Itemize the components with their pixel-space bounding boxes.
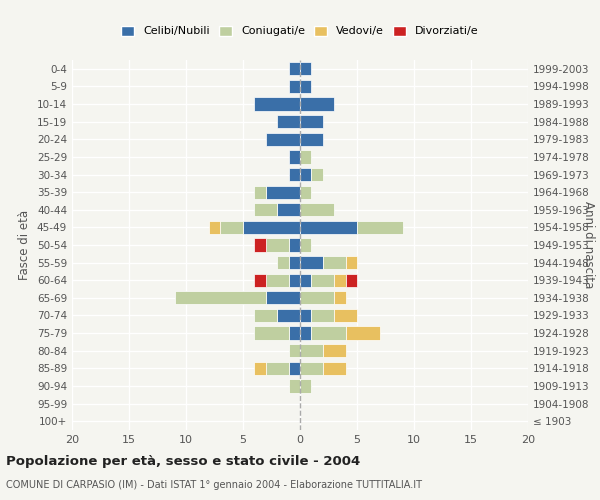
Bar [243, 221, 300, 234]
Bar [266, 186, 300, 198]
Text: Popolazione per età, sesso e stato civile - 2004: Popolazione per età, sesso e stato civil… [6, 455, 360, 468]
Bar [266, 238, 289, 252]
Bar [254, 274, 266, 287]
Bar [277, 203, 300, 216]
Bar [300, 98, 334, 110]
Bar [254, 238, 266, 252]
Y-axis label: Fasce di età: Fasce di età [19, 210, 31, 280]
Y-axis label: Anni di nascita: Anni di nascita [582, 202, 595, 288]
Bar [300, 150, 311, 164]
Bar [300, 380, 311, 392]
Bar [346, 256, 357, 269]
Bar [266, 274, 289, 287]
Bar [311, 326, 346, 340]
Bar [311, 309, 334, 322]
Bar [300, 132, 323, 146]
Bar [311, 168, 323, 181]
Bar [334, 291, 346, 304]
Bar [254, 203, 277, 216]
Bar [254, 326, 289, 340]
Bar [334, 309, 357, 322]
Bar [277, 115, 300, 128]
Bar [289, 326, 300, 340]
Bar [289, 168, 300, 181]
Bar [323, 362, 346, 375]
Bar [289, 80, 300, 93]
Text: COMUNE DI CARPASIO (IM) - Dati ISTAT 1° gennaio 2004 - Elaborazione TUTTITALIA.I: COMUNE DI CARPASIO (IM) - Dati ISTAT 1° … [6, 480, 422, 490]
Bar [266, 132, 300, 146]
Bar [300, 62, 311, 76]
Bar [254, 309, 277, 322]
Bar [300, 274, 311, 287]
Bar [300, 203, 334, 216]
Bar [300, 238, 311, 252]
Bar [346, 274, 357, 287]
Bar [289, 62, 300, 76]
Bar [300, 309, 311, 322]
Bar [300, 256, 323, 269]
Legend: Celibi/Nubili, Coniugati/e, Vedovi/e, Divorziati/e: Celibi/Nubili, Coniugati/e, Vedovi/e, Di… [117, 21, 483, 41]
Bar [323, 344, 346, 358]
Bar [346, 326, 380, 340]
Bar [254, 362, 266, 375]
Bar [289, 238, 300, 252]
Bar [300, 362, 323, 375]
Bar [175, 291, 266, 304]
Bar [277, 256, 289, 269]
Bar [277, 309, 300, 322]
Bar [334, 274, 346, 287]
Bar [311, 274, 334, 287]
Bar [289, 362, 300, 375]
Bar [357, 221, 403, 234]
Bar [220, 221, 243, 234]
Bar [266, 291, 300, 304]
Bar [300, 221, 357, 234]
Bar [254, 98, 300, 110]
Bar [289, 256, 300, 269]
Bar [323, 256, 346, 269]
Bar [289, 344, 300, 358]
Bar [300, 326, 311, 340]
Bar [289, 150, 300, 164]
Bar [300, 186, 311, 198]
Bar [289, 380, 300, 392]
Bar [300, 168, 311, 181]
Bar [266, 362, 289, 375]
Bar [300, 344, 323, 358]
Bar [300, 115, 323, 128]
Bar [209, 221, 220, 234]
Bar [289, 274, 300, 287]
Bar [300, 80, 311, 93]
Bar [300, 291, 334, 304]
Bar [254, 186, 266, 198]
